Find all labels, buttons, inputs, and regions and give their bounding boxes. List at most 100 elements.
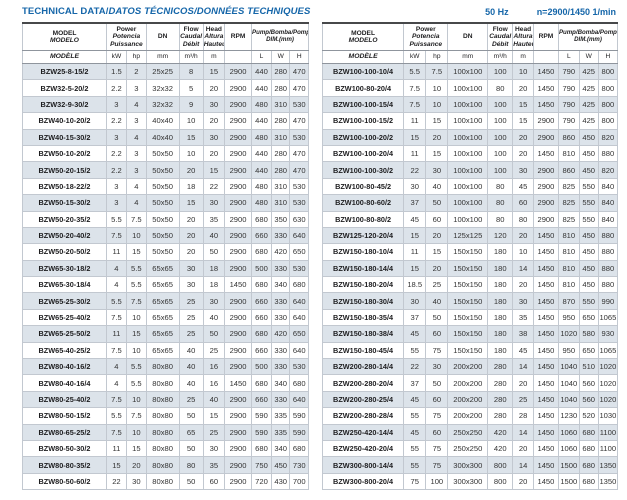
model-cell: BZW100-80-60/2 (321, 194, 405, 212)
value-cell: 100 (487, 62, 514, 81)
value-cell: 1450 (532, 439, 559, 458)
table-row: BZW100-80-20/4 7.5 10 100x100 80 20 1450 790 425… (321, 79, 619, 97)
value-cell: 950 (557, 341, 580, 360)
value-cell: 330 (270, 341, 291, 360)
model-cell: BZW100-100-15/4 (321, 95, 405, 114)
value-cell: 20 (178, 210, 204, 228)
model-cell: BZW200-280-28/4 (321, 407, 405, 425)
value-cell: 7.5 (125, 292, 147, 310)
value-cell: 2900 (224, 423, 253, 441)
value-cell: 20 (512, 144, 534, 163)
value-cell: 450 (578, 144, 599, 163)
value-cell: 25 (425, 276, 449, 294)
value-cell: 20 (512, 374, 534, 392)
table-header: MODEL MODELO Power Potencia Puissance DN Fl… (22, 22, 309, 64)
value-cell: 280 (487, 358, 514, 376)
value-cell: 2900 (532, 161, 559, 179)
value-cell: 3 (125, 79, 147, 97)
value-cell: 3 (105, 194, 127, 212)
table-row: BZW65-25-30/2 5.5 7.5 65x65 25 30 2900 660 330 64… (22, 292, 309, 310)
unit-rpm-empty (532, 50, 559, 64)
value-cell: 10 (425, 95, 449, 114)
value-cell: 30 (512, 292, 534, 310)
value-cell: 335 (270, 407, 291, 425)
value-cell: 40 (202, 390, 226, 409)
value-cell: 825 (557, 194, 580, 212)
value-cell: 180 (487, 243, 514, 261)
value-cell: 1450 (532, 79, 559, 97)
value-cell: 14 (512, 259, 534, 278)
model-cell: BZW150-180-35/4 (321, 308, 405, 327)
value-cell: 100x100 (447, 79, 489, 97)
value-cell: 680 (578, 423, 599, 441)
value-cell: 1.5 (105, 62, 127, 81)
value-cell: 100x100 (447, 161, 489, 179)
value-cell: 125x125 (447, 226, 489, 245)
value-cell: 30 (425, 161, 449, 179)
value-cell: 180 (487, 276, 514, 294)
value-cell: 100x100 (447, 194, 489, 212)
value-cell: 280 (487, 390, 514, 409)
value-cell: 25 (202, 341, 226, 360)
value-cell: 480 (251, 128, 272, 146)
unit-modele: MODÈLE (321, 50, 405, 64)
table-row: BZW80-40-16/2 4 5.5 80x80 40 16 2900 500 330 530 (22, 358, 309, 376)
value-cell: 15 (425, 243, 449, 261)
value-cell: 470 (289, 112, 309, 130)
value-cell: 22 (105, 472, 127, 491)
value-cell: 480 (251, 194, 272, 212)
value-cell: 4 (105, 259, 127, 278)
value-cell: 2900 (224, 243, 253, 261)
value-cell: 15 (125, 243, 147, 261)
value-cell: 730 (289, 456, 309, 474)
value-cell: 870 (557, 292, 580, 310)
value-cell: 50 (202, 325, 226, 343)
value-cell: 250x250 (447, 439, 489, 458)
table-row: BZW200-280-25/4 45 60 200x200 280 25 1450 1040 5… (321, 390, 619, 409)
model-cell: BZW250-420-14/4 (321, 423, 405, 441)
value-cell: 1100 (597, 423, 619, 441)
value-cell: 2900 (224, 226, 253, 245)
value-cell: 7.5 (105, 341, 127, 360)
value-cell: 15 (178, 128, 204, 146)
value-cell: 20 (178, 161, 204, 179)
unit-dim-h: H (289, 50, 309, 64)
value-cell: 80 (512, 210, 534, 228)
value-cell: 825 (557, 177, 580, 196)
value-cell: 60 (512, 194, 534, 212)
value-cell: 150x150 (447, 292, 489, 310)
table-row: BZW80-25-40/2 7.5 10 80x80 25 40 2900 660 330 640 (22, 390, 309, 409)
value-cell: 37 (403, 308, 427, 327)
value-cell: 860 (557, 161, 580, 179)
value-cell: 80x80 (145, 390, 180, 409)
table-row: BZW80-65-25/2 7.5 10 80x80 65 25 2900 590 335 590 (22, 423, 309, 441)
model-cell: BZW50-20-35/2 (22, 210, 107, 228)
value-cell: 75 (425, 407, 449, 425)
value-cell: 3 (125, 112, 147, 130)
value-cell: 25 (202, 423, 226, 441)
table-row: BZW32-5-20/2 2.2 3 32x32 5 20 2900 440 280 470 (22, 79, 309, 97)
col-header-head: HeadAlturaHauteur (512, 22, 534, 51)
value-cell: 8 (178, 62, 204, 81)
spec-table-left: MODEL MODELO Power Potencia Puissance DN Fl… (22, 22, 309, 491)
value-cell: 2900 (224, 472, 253, 491)
value-cell: 550 (578, 292, 599, 310)
value-cell: 1450 (532, 374, 559, 392)
table-row: BZW50-18-22/2 3 4 50x50 18 22 2900 480 310 530 (22, 177, 309, 196)
value-cell: 650 (289, 243, 309, 261)
value-cell: 180 (487, 308, 514, 327)
value-cell: 1500 (557, 472, 580, 491)
model-cell: BZW150-180-38/4 (321, 325, 405, 343)
value-cell: 1020 (597, 390, 619, 409)
value-cell: 50x50 (145, 226, 180, 245)
value-cell: 1450 (532, 390, 559, 409)
value-cell: 30 (202, 128, 226, 146)
value-cell: 450 (578, 276, 599, 294)
model-cell: BZW150-180-10/4 (321, 243, 405, 261)
value-cell: 1450 (532, 276, 559, 294)
value-cell: 800 (597, 112, 619, 130)
value-cell: 25 (178, 292, 204, 310)
value-cell: 4 (125, 128, 147, 146)
unit-dim-l: L (251, 50, 272, 64)
